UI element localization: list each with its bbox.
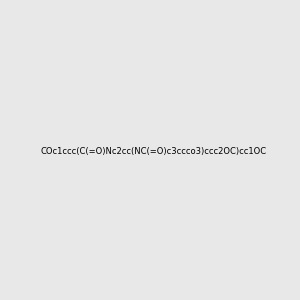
Text: COc1ccc(C(=O)Nc2cc(NC(=O)c3ccco3)ccc2OC)cc1OC: COc1ccc(C(=O)Nc2cc(NC(=O)c3ccco3)ccc2OC)… [41,147,267,156]
